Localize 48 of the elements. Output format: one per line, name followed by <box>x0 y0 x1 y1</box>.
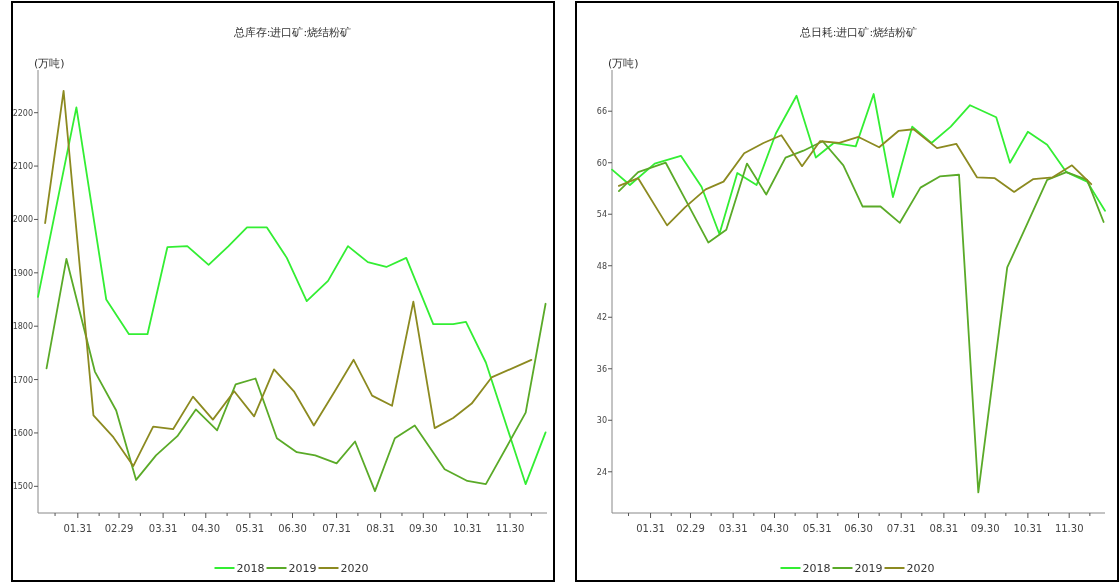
legend-label: 2020 <box>906 562 935 575</box>
y-axis-title: (万吨) <box>34 57 65 70</box>
x-tick-label: 03.31 <box>718 523 748 534</box>
x-tick-label: 03.31 <box>148 523 178 534</box>
x-tick-label: 09.30 <box>408 523 438 534</box>
y-tick-label: 2100 <box>12 162 33 172</box>
y-tick-label: 1700 <box>12 375 33 385</box>
x-tick-label: 08.31 <box>929 523 959 534</box>
y-tick-label: 24 <box>596 467 607 477</box>
chart-title: 总日耗:进口矿:烧结粉矿 <box>798 26 918 39</box>
y-tick-label: 2200 <box>12 108 33 118</box>
y-tick-label: 42 <box>596 313 607 323</box>
x-tick-label: 10.31 <box>1013 523 1043 534</box>
legend-label: 2020 <box>340 562 369 575</box>
x-tick-label: 01.31 <box>63 523 93 534</box>
legend-label: 2019 <box>854 562 883 575</box>
legend-label: 2018 <box>802 562 831 575</box>
y-tick-label: 1900 <box>12 268 33 278</box>
x-tick-label: 06.30 <box>844 523 873 534</box>
y-tick-label: 36 <box>596 364 607 374</box>
y-tick-label: 48 <box>596 261 607 271</box>
y-tick-label: 2000 <box>12 215 33 225</box>
y-tick-label: 1600 <box>12 428 33 438</box>
x-tick-label: 02.29 <box>676 523 705 534</box>
x-tick-label: 04.30 <box>760 523 789 534</box>
x-tick-label: 05.31 <box>802 523 832 534</box>
y-tick-label: 54 <box>596 210 607 220</box>
x-tick-label: 10.31 <box>453 523 482 534</box>
x-tick-label: 01.31 <box>636 523 665 534</box>
y-tick-label: 66 <box>596 107 607 117</box>
x-tick-label: 07.31 <box>322 523 351 534</box>
legend-label: 2019 <box>288 562 317 575</box>
x-tick-label: 05.31 <box>235 523 265 534</box>
legend-label: 2018 <box>236 562 265 575</box>
x-tick-label: 07.31 <box>886 523 916 534</box>
x-tick-label: 11.30 <box>495 523 525 534</box>
chart-title: 总库存:进口矿:烧结粉矿 <box>232 26 352 39</box>
x-tick-label: 06.30 <box>278 523 307 534</box>
y-tick-label: 1500 <box>12 482 33 492</box>
x-tick-label: 11.30 <box>1054 523 1084 534</box>
x-tick-label: 09.30 <box>970 523 1000 534</box>
y-tick-label: 60 <box>596 158 607 168</box>
y-axis-title: (万吨) <box>608 57 639 70</box>
x-tick-label: 02.29 <box>104 523 134 534</box>
x-tick-label: 08.31 <box>366 523 395 534</box>
y-tick-label: 1800 <box>12 322 33 332</box>
x-tick-label: 04.30 <box>191 523 221 534</box>
y-tick-label: 30 <box>596 416 607 426</box>
